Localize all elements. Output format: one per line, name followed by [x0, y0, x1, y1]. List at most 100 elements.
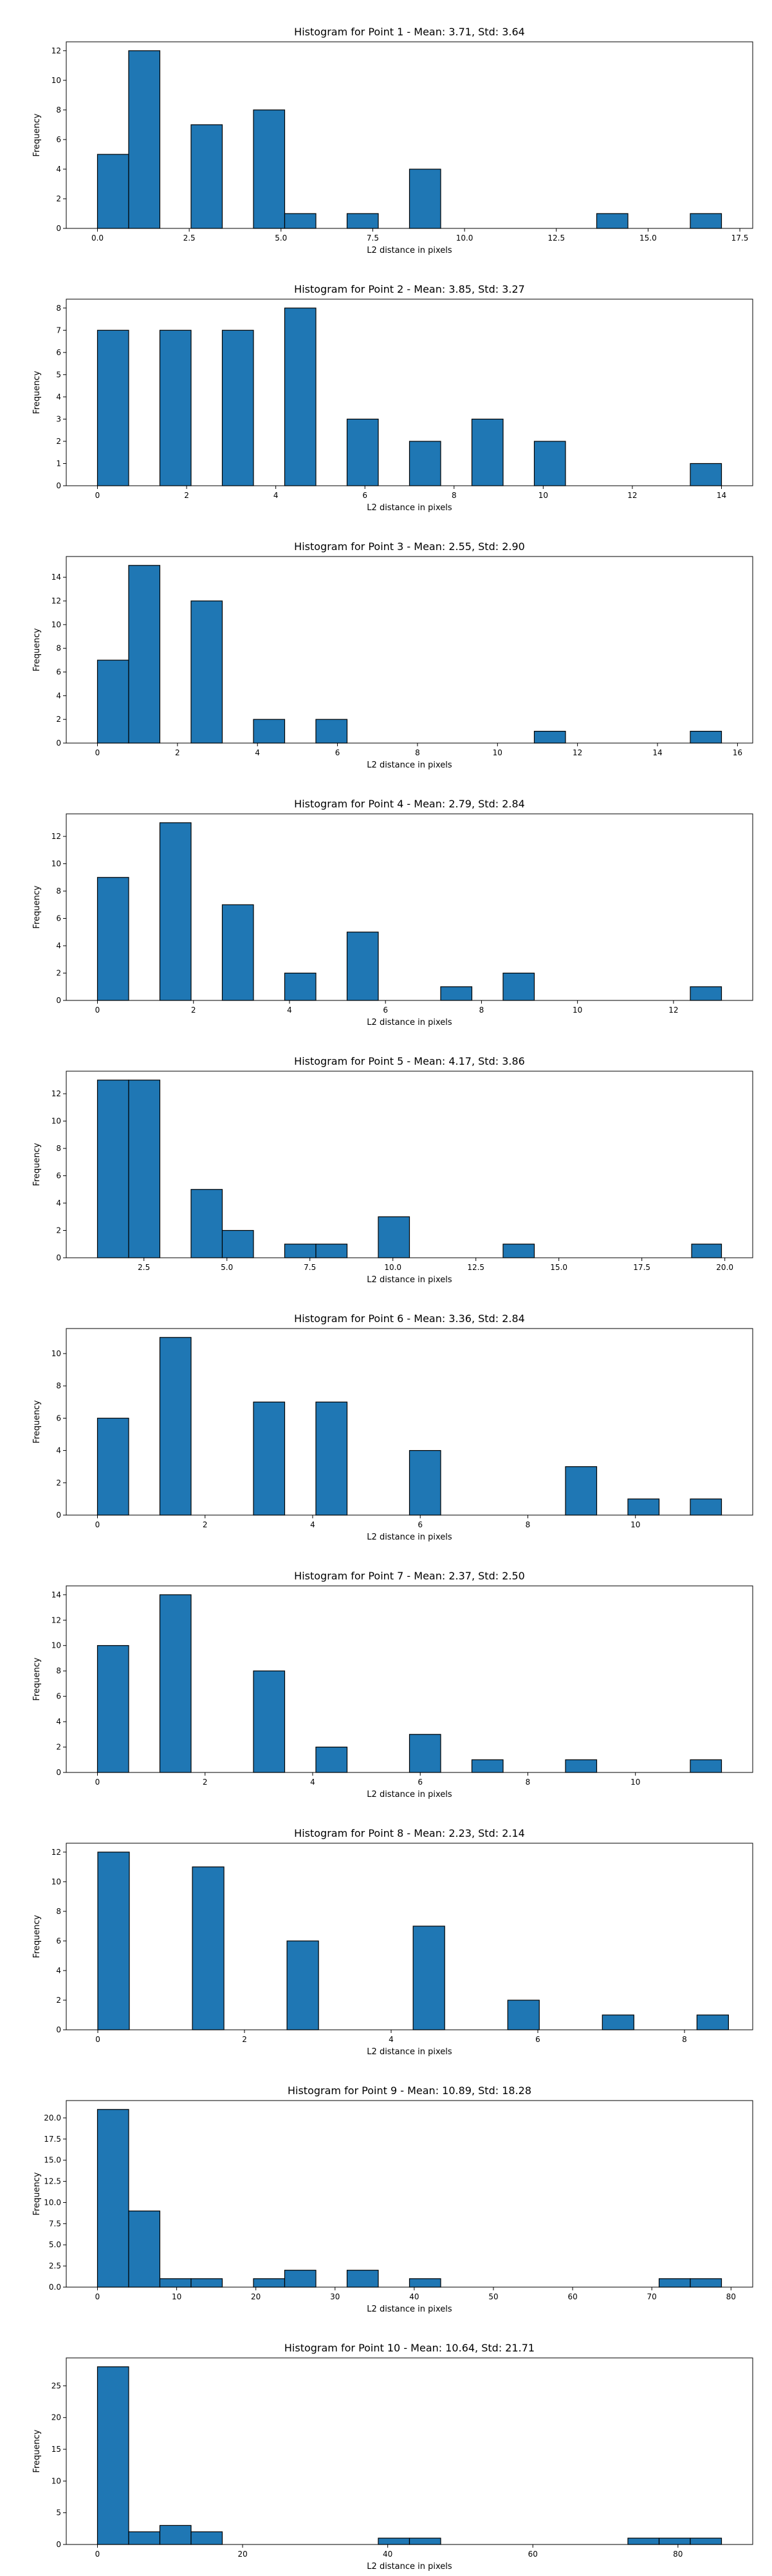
x-tick-label: 10 [573, 1006, 582, 1015]
x-tick-label: 4 [389, 2035, 394, 2044]
histogram-bar [440, 986, 473, 1001]
chart-title: Histogram for Point 7 - Mean: 2.37, Std:… [294, 1570, 525, 1582]
histogram-bar [690, 986, 722, 1001]
x-tick-label: 30 [330, 2292, 340, 2301]
histogram-bar [346, 932, 379, 1001]
y-tick-label: 12.5 [44, 2177, 61, 2186]
x-tick-label: 10 [630, 1778, 640, 1787]
x-tick-label: 2 [175, 748, 180, 757]
x-tick-label: 5.0 [221, 1263, 233, 1272]
axes-frame [66, 2100, 753, 2288]
x-tick-label: 50 [488, 2292, 498, 2301]
chart-panel-8: Histogram for Point 8 - Mean: 2.23, Std:… [32, 1827, 753, 2057]
x-tick-label: 10 [493, 748, 502, 757]
histogram-bar [412, 1926, 445, 2030]
y-tick-label: 7 [56, 326, 61, 335]
histogram-bar [315, 1746, 348, 1773]
x-axis-label: L2 distance in pixels [367, 1018, 452, 1027]
histogram-bar [253, 109, 286, 229]
y-tick-label: 6 [56, 668, 61, 677]
y-tick-label: 0 [56, 739, 61, 748]
histogram-bar [346, 213, 379, 229]
y-tick-label: 8 [56, 1907, 61, 1916]
y-axis-label: Frequency [32, 1400, 42, 1443]
y-tick-label: 20 [51, 2413, 61, 2422]
x-tick-label: 80 [673, 2550, 683, 2559]
chart-title: Histogram for Point 5 - Mean: 4.17, Std:… [294, 1055, 525, 1067]
y-tick-label: 0 [56, 1511, 61, 1520]
histogram-bar [691, 1244, 722, 1258]
histogram-bar [658, 2278, 691, 2288]
y-tick-label: 4 [56, 1966, 61, 1975]
histogram-bar [284, 308, 317, 486]
histogram-bar [533, 441, 566, 486]
histogram-bar [284, 1244, 317, 1258]
axes-frame [66, 299, 753, 486]
x-tick-label: 10 [172, 2292, 181, 2301]
histogram-bar [378, 1216, 410, 1258]
histogram-bar [128, 565, 161, 744]
x-tick-label: 6 [418, 1520, 423, 1529]
y-tick-label: 10 [51, 2476, 61, 2485]
x-tick-label: 60 [528, 2550, 538, 2559]
histogram-bar [690, 2537, 722, 2545]
x-axis-label: L2 distance in pixels [367, 2562, 452, 2571]
axes-frame [66, 813, 753, 1001]
y-tick-label: 2 [56, 1226, 61, 1235]
chart-title: Histogram for Point 8 - Mean: 2.23, Std:… [294, 1827, 525, 1839]
x-tick-label: 4 [310, 1520, 315, 1529]
y-tick-label: 0 [56, 481, 61, 490]
y-tick-label: 14 [51, 1590, 61, 1599]
histogram-bar [502, 1244, 535, 1258]
x-axis-label: L2 distance in pixels [367, 760, 452, 770]
histogram-bar [533, 730, 566, 744]
y-tick-label: 10 [51, 1349, 61, 1358]
histogram-bar [409, 1449, 441, 1516]
x-tick-label: 14 [717, 491, 726, 500]
y-tick-label: 8 [56, 1666, 61, 1675]
y-tick-label: 12 [51, 1089, 61, 1098]
histogram-bar [627, 1498, 660, 1516]
x-tick-label: 15.0 [639, 234, 657, 243]
x-tick-label: 20 [237, 2550, 247, 2559]
y-tick-label: 3 [56, 414, 61, 423]
histogram-bar [658, 2537, 691, 2545]
y-tick-label: 12 [51, 1615, 61, 1624]
histogram-bar [378, 2537, 410, 2545]
x-tick-label: 16 [733, 748, 742, 757]
axes-frame [66, 1071, 753, 1258]
histogram-bar [315, 1244, 348, 1258]
y-tick-label: 0 [56, 1768, 61, 1777]
histogram-bar [221, 904, 254, 1001]
histogram-bar [284, 213, 317, 229]
y-tick-label: 12 [51, 1848, 61, 1857]
histogram-bar [409, 441, 441, 486]
y-tick-label: 2 [56, 1478, 61, 1487]
y-tick-label: 4 [56, 941, 61, 950]
x-tick-label: 6 [335, 748, 340, 757]
x-tick-label: 4 [287, 1006, 292, 1015]
x-axis-label: L2 distance in pixels [367, 1275, 452, 1285]
x-tick-label: 80 [726, 2292, 736, 2301]
y-tick-label: 6 [56, 1413, 61, 1422]
y-tick-label: 10 [51, 1641, 61, 1650]
y-tick-label: 2 [56, 715, 61, 724]
y-tick-label: 6 [56, 348, 61, 357]
x-tick-label: 2.5 [138, 1263, 150, 1272]
x-tick-label: 8 [526, 1520, 531, 1529]
chart-panel-6: Histogram for Point 6 - Mean: 3.36, Std:… [32, 1312, 753, 1542]
y-tick-label: 12 [51, 832, 61, 841]
histogram-bar [696, 2014, 729, 2030]
chart-panel-5: Histogram for Point 5 - Mean: 4.17, Std:… [32, 1055, 753, 1285]
x-tick-label: 2 [184, 491, 189, 500]
histogram-bar [96, 2366, 129, 2545]
histogram-bar [159, 822, 192, 1001]
histogram-bar [159, 329, 192, 486]
y-tick-label: 8 [56, 106, 61, 115]
x-tick-label: 8 [479, 1006, 484, 1015]
histogram-bar [409, 2537, 441, 2545]
y-tick-label: 2 [56, 969, 61, 978]
histogram-bar [315, 719, 348, 744]
histogram-bar [96, 659, 129, 744]
y-tick-label: 2.5 [49, 2261, 61, 2270]
